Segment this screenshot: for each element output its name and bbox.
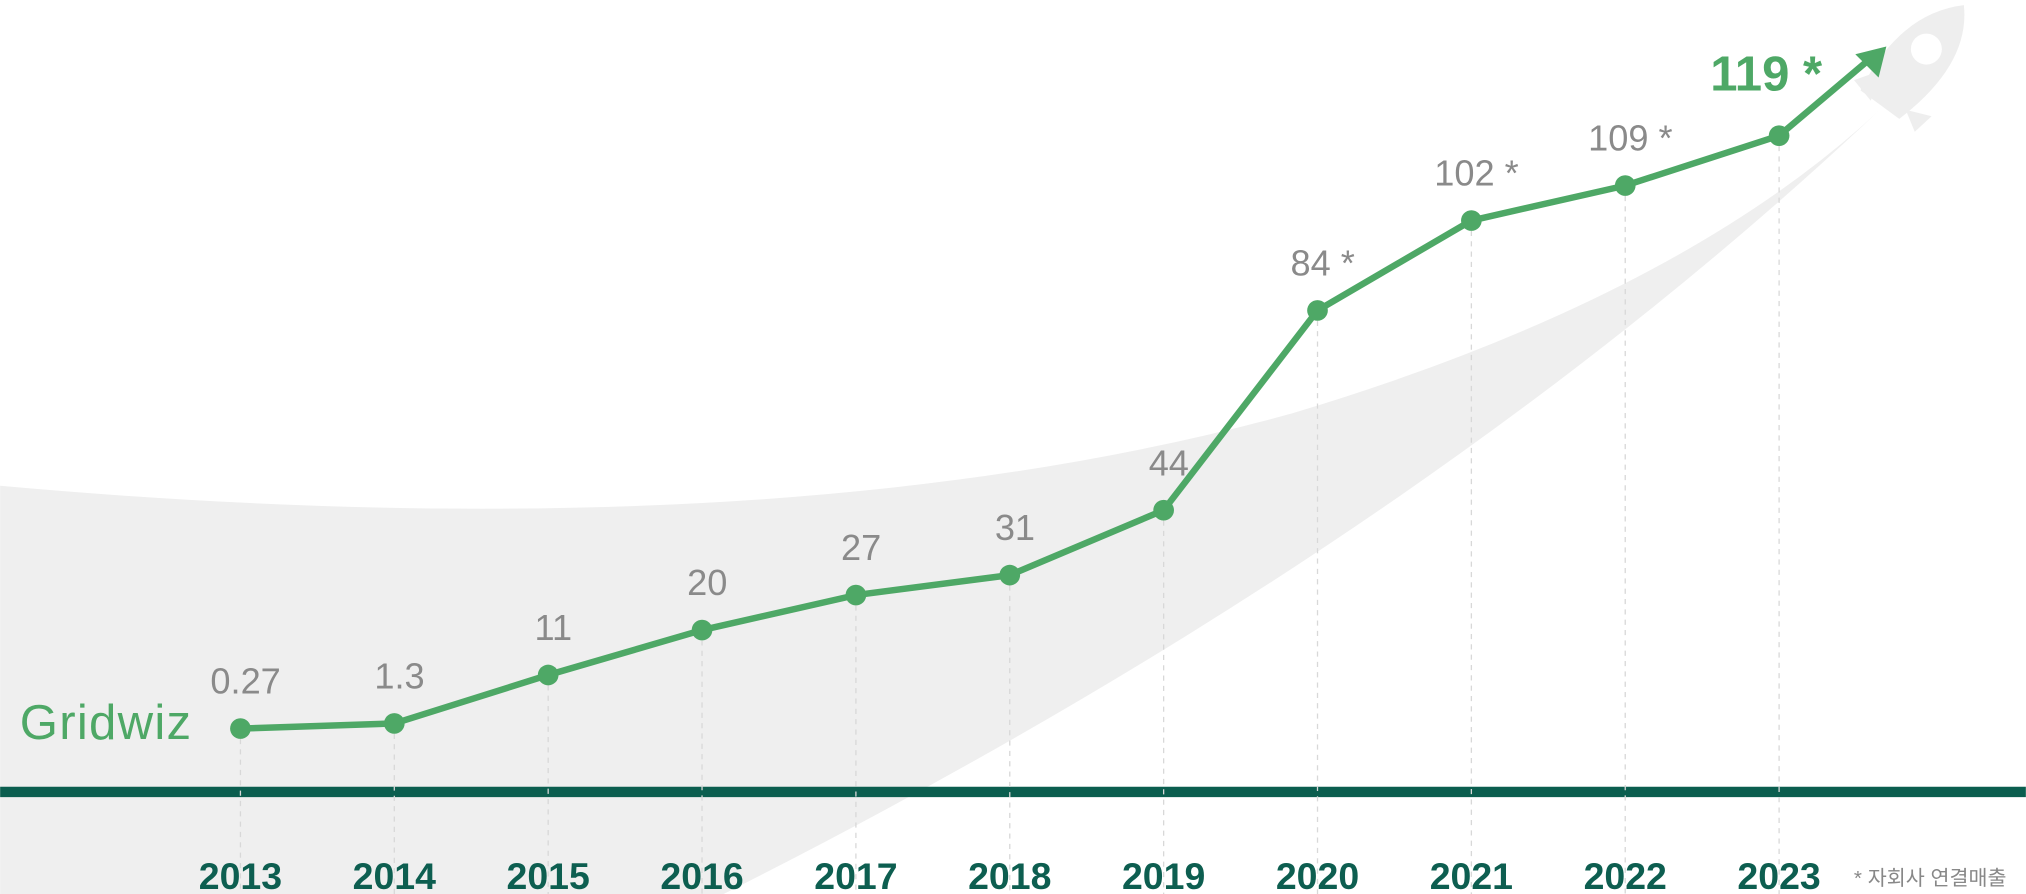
- x-tick-label: 2020: [1276, 855, 1359, 894]
- value-label: 27: [841, 527, 881, 568]
- value-label: 0.27: [210, 661, 280, 702]
- value-label: 20: [687, 562, 727, 603]
- x-tick-label: 2022: [1584, 855, 1667, 894]
- logo: Gridwiz: [20, 696, 193, 750]
- value-label: 1.3: [374, 656, 424, 697]
- x-tick-label: 2019: [1122, 855, 1205, 894]
- point: [1769, 125, 1790, 146]
- x-tick-label: 2013: [199, 855, 282, 894]
- x-tick-label: 2018: [968, 855, 1051, 894]
- x-tick-label: 2014: [353, 855, 436, 894]
- point: [1615, 175, 1636, 196]
- x-tick-label: 2015: [507, 855, 590, 894]
- value-label: 31: [995, 507, 1035, 548]
- background-swoosh: [0, 110, 1880, 894]
- chart: Gridwiz * 자회사 연결매출 0.27 2013 1.3 2014 11 2015…: [0, 0, 2026, 894]
- point: [846, 585, 867, 606]
- x-tick-label: 2017: [814, 855, 897, 894]
- value-label: 11: [535, 607, 573, 648]
- point: [230, 718, 251, 739]
- x-tick-label: 2016: [660, 855, 743, 894]
- x-tick-label: 2021: [1430, 855, 1513, 894]
- point: [1153, 500, 1174, 521]
- point: [692, 620, 713, 641]
- value-label: 102 *: [1434, 153, 1518, 194]
- point: [1307, 300, 1328, 321]
- value-label: 44: [1149, 442, 1189, 483]
- point: [384, 713, 405, 734]
- point: [1461, 210, 1482, 231]
- value-label: 84 *: [1290, 243, 1354, 284]
- value-label: 119 *: [1710, 47, 1823, 101]
- footnote: * 자회사 연결매출: [1854, 867, 2007, 890]
- point: [999, 565, 1020, 586]
- value-label: 109 *: [1588, 118, 1672, 159]
- x-tick-label: 2023: [1737, 855, 1820, 894]
- point: [538, 665, 559, 686]
